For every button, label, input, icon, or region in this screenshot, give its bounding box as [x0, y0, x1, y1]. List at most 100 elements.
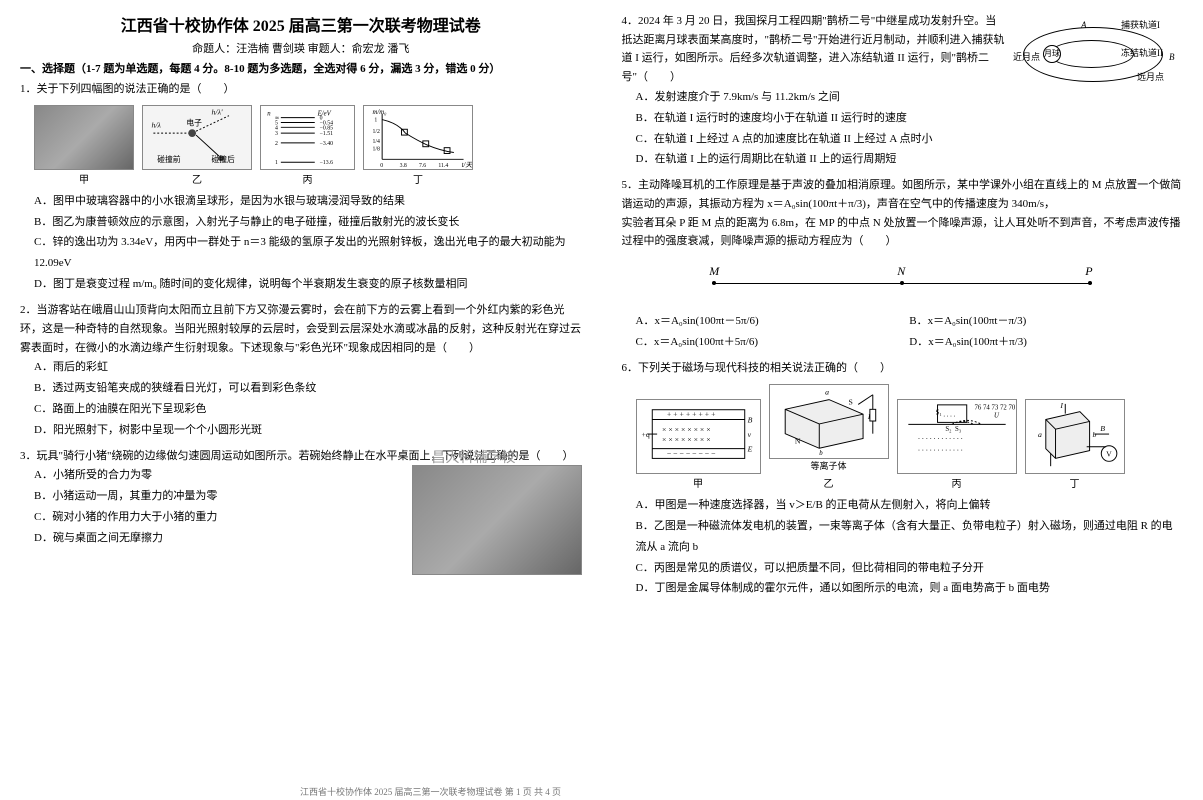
- q6-opt-c: C．丙图是常见的质谱仪，可以把质量不同，但比荷相同的带电粒子分开: [636, 558, 1184, 579]
- q5-stem-2: 实验者耳朵 P 距 M 点的距离为 6.8m，在 MP 的中点 N 处放置一个降…: [622, 214, 1184, 251]
- svg-text:3.8: 3.8: [400, 163, 407, 169]
- q4-orbit-diagram: 月球 近月点 捕获轨道I 冻结轨道II 远月点 A B: [1013, 12, 1183, 97]
- svg-text:76 74 73 72 70: 76 74 73 72 70: [974, 405, 1015, 412]
- far-point-label: 远月点: [1137, 70, 1164, 85]
- svg-text:3: 3: [275, 131, 278, 137]
- svg-text:h/λ': h/λ': [212, 107, 223, 116]
- q3-figure: [412, 465, 582, 575]
- mnp-label-n: N: [897, 261, 905, 281]
- q4-opt-c: C．在轨道 I 上经过 A 点的加速度比在轨道 II 上经过 A 点时小: [636, 129, 1184, 150]
- svg-text:0: 0: [380, 163, 383, 169]
- q6-fig-d: I a b B V: [1025, 399, 1125, 474]
- moon-circle: 月球: [1043, 45, 1061, 63]
- svg-text:t/天: t/天: [462, 161, 472, 169]
- q6-fig-b-label: 乙: [769, 476, 889, 493]
- q2-stem: 2．当游客站在峨眉山山顶背向太阳而立且前下方又弥漫云雾时，会在前下方的云雾上看到…: [20, 301, 582, 357]
- svg-text:+ + + + + + + +: + + + + + + + +: [666, 409, 715, 418]
- svg-text:2: 2: [275, 140, 278, 146]
- svg-text:I: I: [1059, 401, 1063, 410]
- near-point-label: 近月点: [1013, 50, 1040, 65]
- svg-text:× × × × × × × ×: × × × × × × × ×: [662, 435, 711, 444]
- q6-options: A．甲图是一种速度选择器，当 v＞E/B 的正电荷从左侧射入，将向上偏转 B．乙…: [636, 495, 1184, 599]
- svg-text:b: b: [819, 450, 823, 457]
- svg-text:S₃: S₃: [955, 426, 962, 433]
- q6-fig-c-wrap: . . . . 76 74 73 72 70 . . . . . . . . .…: [897, 399, 1017, 493]
- mnp-label-p: P: [1085, 261, 1092, 281]
- mnp-dot-n: [900, 281, 904, 285]
- q6-fig-a: + + + + + + + + − − − − − − − − × × × × …: [636, 399, 761, 474]
- q1-fig-c-wrap: n E/eV ∞0 5−0.54 4−0.85 3−1.51 2−3.40: [260, 105, 355, 189]
- q6-fig-a-wrap: + + + + + + + + − − − − − − − − × × × × …: [636, 399, 761, 493]
- svg-text:v: v: [747, 430, 751, 439]
- q5-mnp-diagram: M N P: [712, 261, 1092, 301]
- svg-text:1/2: 1/2: [372, 129, 380, 135]
- question-1: 1．关于下列四幅图的说法正确的是（ ） 甲 h/λ 电子 h/λ': [20, 80, 582, 295]
- question-4: 月球 近月点 捕获轨道I 冻结轨道II 远月点 A B 4．2024 年 3 月…: [622, 12, 1184, 170]
- q3-figure-wrap: 昌大科辅学校: [412, 465, 582, 575]
- point-a-label: A: [1081, 18, 1087, 33]
- q5-opt-c: C．x＝A₀sin(100πt＋5π/6): [636, 332, 910, 353]
- orbit1-label: 捕获轨道I: [1121, 18, 1160, 33]
- q1-opt-b: B．图乙为康普顿效应的示意图，入射光子与静止的电子碰撞，碰撞后散射光的波长变长: [34, 212, 582, 233]
- q1-fig-c-label: 丙: [260, 172, 355, 189]
- svg-text:B: B: [747, 415, 752, 424]
- question-5: 5．主动降噪耳机的工作原理是基于声波的叠加相消原理。如图所示，某中学课外小组在直…: [622, 176, 1184, 353]
- svg-text:a: a: [1038, 430, 1042, 439]
- q1-options: A．图甲中玻璃容器中的小水银滴呈球形，是因为水银与玻璃浸润导致的结果 B．图乙为…: [34, 191, 582, 295]
- q1-fig-b: h/λ 电子 h/λ' 碰撞前 碰撞后: [142, 105, 252, 170]
- svg-text:−13.6: −13.6: [320, 160, 334, 166]
- svg-text:S₂: S₂: [945, 426, 951, 433]
- exam-title: 江西省十校协作体 2025 届高三第一次联考物理试卷: [20, 12, 582, 36]
- q5-opt-b: B．x＝A₀sin(100πt－π/3): [909, 311, 1183, 332]
- q6-opt-a: A．甲图是一种速度选择器，当 v＞E/B 的正电荷从左侧射入，将向上偏转: [636, 495, 1184, 516]
- q6-fig-d-wrap: I a b B V 丁: [1025, 399, 1125, 493]
- question-3: 3．玩具"骑行小猪"绕碗的边缘做匀速圆周运动如图所示。若碗始终静止在水平桌面上，…: [20, 447, 582, 576]
- q2-opt-c: C．路面上的油膜在阳光下呈现彩色: [34, 399, 582, 420]
- svg-text:1: 1: [374, 117, 377, 123]
- mnp-label-m: M: [709, 261, 719, 281]
- svg-text:h/λ: h/λ: [151, 120, 161, 129]
- svg-text:1: 1: [275, 160, 278, 166]
- svg-text:n: n: [267, 110, 271, 117]
- svg-text:S: S: [848, 397, 852, 406]
- svg-text:− − − − − − − −: − − − − − − − −: [666, 449, 715, 458]
- left-column: 江西省十校协作体 2025 届高三第一次联考物理试卷 命题人：汪浩楠 曹剑瑛 审…: [0, 0, 602, 800]
- q1-fig-d-wrap: m/m₀ t/天 1 1/2 1/4 1/8 0 3.8: [363, 105, 473, 189]
- svg-text:7.6: 7.6: [419, 163, 426, 169]
- q1-opt-d: D．图丁是衰变过程 m/m₀ 随时间的变化规律，说明每个半衰期发生衰变的原子核数…: [34, 274, 582, 295]
- q6-figures: + + + + + + + + − − − − − − − − × × × × …: [636, 384, 1184, 493]
- question-6: 6．下列关于磁场与现代科技的相关说法正确的（ ） + + + + + + + +…: [622, 359, 1184, 599]
- q5-stem-1: 5．主动降噪耳机的工作原理是基于声波的叠加相消原理。如图所示，某中学课外小组在直…: [622, 176, 1184, 213]
- q6-opt-b: B．乙图是一种磁流体发电机的装置，一束等离子体（含有大量正、负带电粒子）射入磁场…: [636, 516, 1184, 558]
- svg-text:N: N: [794, 436, 800, 445]
- q1-fig-a-wrap: 甲: [34, 105, 134, 189]
- svg-text:1/8: 1/8: [372, 146, 380, 152]
- mnp-dot-m: [712, 281, 716, 285]
- svg-text:S₁: S₁: [935, 409, 941, 416]
- svg-text:B: B: [1100, 424, 1105, 433]
- q2-opt-d: D．阳光照射下，树影中呈现一个个小圆形光斑: [34, 420, 582, 441]
- q1-fig-b-label: 乙: [142, 172, 252, 189]
- svg-text:1/4: 1/4: [372, 139, 380, 145]
- q6-fig-b-wrap: a N S R b 等离子体 乙: [769, 384, 889, 493]
- footer-left: 江西省十校协作体 2025 届高三第一次联考物理试卷 第 1 页 共 4 页: [300, 785, 561, 798]
- question-2: 2．当游客站在峨眉山山顶背向太阳而立且前下方又弥漫云雾时，会在前下方的云雾上看到…: [20, 301, 582, 441]
- section-heading: 一、选择题（1-7 题为单选题，每题 4 分。8-10 题为多选题，全选对得 6…: [20, 60, 582, 76]
- q6-fig-d-label: 丁: [1025, 476, 1125, 493]
- q1-fig-d-label: 丁: [363, 172, 473, 189]
- q2-options: A．雨后的彩虹 B．透过两支铅笔夹成的狭缝看日光灯，可以看到彩色条纹 C．路面上…: [34, 357, 582, 441]
- q6-fig-c: . . . . 76 74 73 72 70 . . . . . . . . .…: [897, 399, 1017, 474]
- right-column: 月球 近月点 捕获轨道I 冻结轨道II 远月点 A B 4．2024 年 3 月…: [602, 0, 1203, 800]
- q1-stem: 1．关于下列四幅图的说法正确的是（ ）: [20, 80, 582, 99]
- q4-opt-b: B．在轨道 I 运行时的速度均小于在轨道 II 运行时的速度: [636, 108, 1184, 129]
- q1-figures: 甲 h/λ 电子 h/λ' 碰撞前 碰撞后: [34, 105, 582, 189]
- authors-line: 命题人：汪浩楠 曹剑瑛 审题人：俞宏龙 潘飞: [20, 40, 582, 56]
- q1-fig-c: n E/eV ∞0 5−0.54 4−0.85 3−1.51 2−3.40: [260, 105, 355, 170]
- svg-text:E: E: [746, 444, 752, 453]
- svg-text:V: V: [1106, 449, 1112, 458]
- q1-fig-a-label: 甲: [34, 172, 134, 189]
- svg-text:. . . . . . . . . . . .: . . . . . . . . . . . .: [918, 432, 963, 441]
- q4-options: A．发射速度介于 7.9km/s 与 11.2km/s 之间 B．在轨道 I 运…: [636, 87, 1184, 171]
- q5-options: A．x＝A₀sin(100πt－5π/6) B．x＝A₀sin(100πt－π/…: [636, 311, 1184, 353]
- orbit2-label: 冻结轨道II: [1121, 46, 1163, 61]
